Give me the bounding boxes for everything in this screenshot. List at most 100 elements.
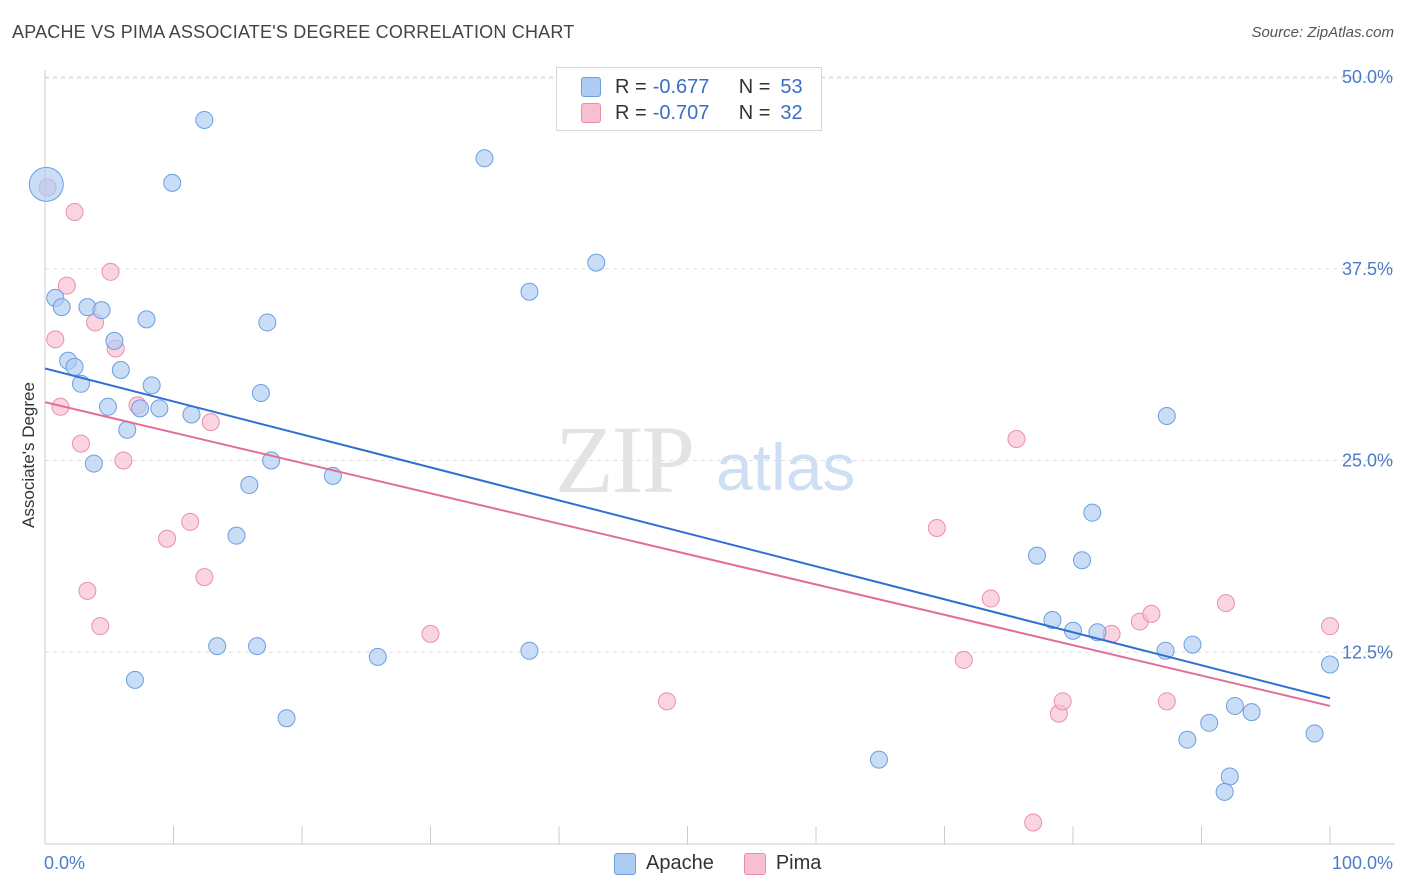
apache-point (475, 149, 494, 168)
apache-point (251, 384, 270, 403)
apache-point (150, 399, 169, 418)
watermark-atlas: atlas (716, 430, 855, 504)
trend-lines (44, 367, 1331, 707)
y-tick-label: 37.5% (1342, 259, 1393, 279)
apache-point (137, 310, 156, 329)
pima-point (421, 624, 440, 643)
apache-point (163, 173, 182, 192)
pima-point (46, 330, 65, 349)
apache-r-value: -0.677 (652, 75, 710, 98)
apache-point (131, 399, 150, 418)
apache-point (1072, 551, 1091, 570)
legend-item-apache: Apache (614, 852, 714, 875)
apache-legend-swatch (614, 852, 636, 875)
apache-point (208, 637, 227, 656)
grid-lines (45, 76, 1395, 653)
pima-point (114, 451, 133, 470)
pima-n-value: 32 (780, 101, 803, 124)
x-tick-labels: 0.0% 100.0% (44, 853, 1393, 873)
y-tick-label: 50.0% (1342, 67, 1393, 87)
y-axis-label: Associate's Degree (19, 382, 38, 528)
apache-point (1157, 407, 1176, 426)
apache-point (277, 709, 296, 728)
apache-point (84, 454, 103, 473)
apache-point (258, 313, 277, 332)
apache-point (248, 637, 267, 656)
series-legend: Apache Pima (614, 852, 851, 875)
y-tick-label: 12.5% (1342, 642, 1393, 662)
apache-r-label: R = (615, 75, 647, 98)
legend-row-apache: R = -0.677 N = 53 (581, 75, 803, 99)
pima-swatch (581, 103, 601, 123)
pima-point (1024, 813, 1043, 832)
apache-trend-line (44, 367, 1331, 700)
pima-point (158, 529, 177, 548)
apache-point (587, 253, 606, 272)
apache-point (92, 301, 111, 320)
chart-source: Source: ZipAtlas.com (1251, 24, 1394, 41)
apache-point (1305, 724, 1324, 743)
pima-point (101, 262, 120, 281)
x-tick-label: 100.0% (1332, 853, 1393, 873)
pima-point (65, 202, 84, 221)
apache-point (1242, 703, 1261, 722)
apache-point (1183, 635, 1202, 654)
legend-row-pima: R = -0.707 N = 32 (581, 101, 803, 125)
apache-legend-label: Apache (646, 852, 714, 874)
apache-point (1200, 713, 1219, 732)
apache-series (28, 110, 1339, 801)
x-tick-label: 0.0% (44, 853, 85, 873)
correlation-legend: R = -0.677 N = 53 R = -0.707 N = 32 (556, 67, 822, 131)
pima-point (1007, 430, 1026, 449)
apache-point (227, 526, 246, 545)
pima-legend-swatch (743, 852, 766, 875)
apache-swatch (581, 77, 601, 97)
pima-point (1157, 692, 1176, 711)
apache-n-label: N = (738, 75, 771, 98)
apache-point (1178, 730, 1197, 749)
chart-title: APACHE VS PIMA ASSOCIATE'S DEGREE CORREL… (12, 22, 575, 42)
apache-point (1215, 782, 1234, 801)
pima-trend-line (44, 401, 1331, 707)
legend-item-pima: Pima (743, 852, 822, 875)
apache-point (28, 166, 64, 202)
apache-point (869, 750, 888, 769)
pima-point (78, 581, 97, 600)
pima-point (57, 276, 76, 295)
apache-n-value: 53 (780, 75, 803, 98)
pima-n-label: N = (738, 101, 771, 124)
apache-point (111, 360, 130, 379)
apache-point (65, 357, 84, 376)
apache-point (368, 647, 387, 666)
apache-point (195, 110, 214, 129)
apache-point (105, 331, 124, 350)
y-tick-label: 25.0% (1342, 451, 1393, 471)
pima-point (1216, 594, 1235, 613)
pima-point (91, 617, 110, 636)
pima-legend-label: Pima (775, 852, 822, 874)
apache-point (1220, 767, 1239, 786)
pima-point (181, 512, 200, 531)
pima-point (71, 434, 90, 453)
apache-point (1083, 503, 1102, 522)
pima-point (1053, 692, 1072, 711)
pima-point (195, 568, 214, 587)
y-tick-labels: 12.5% 25.0% 37.5% 50.0% (1342, 67, 1393, 662)
apache-point (52, 298, 71, 317)
apache-point (240, 476, 259, 495)
watermark-zip: ZIP (555, 406, 693, 513)
pima-point (657, 692, 676, 711)
apache-point (520, 282, 539, 301)
pima-r-value: -0.707 (652, 101, 710, 124)
apache-point (1043, 611, 1062, 630)
pima-point (981, 589, 1000, 608)
apache-point (1321, 655, 1339, 674)
apache-point (1028, 546, 1047, 565)
pima-point (201, 413, 220, 432)
apache-point (520, 641, 539, 660)
apache-point (142, 376, 161, 395)
pima-point (954, 650, 973, 669)
pima-r-label: R = (615, 101, 647, 124)
apache-point (1225, 696, 1244, 715)
